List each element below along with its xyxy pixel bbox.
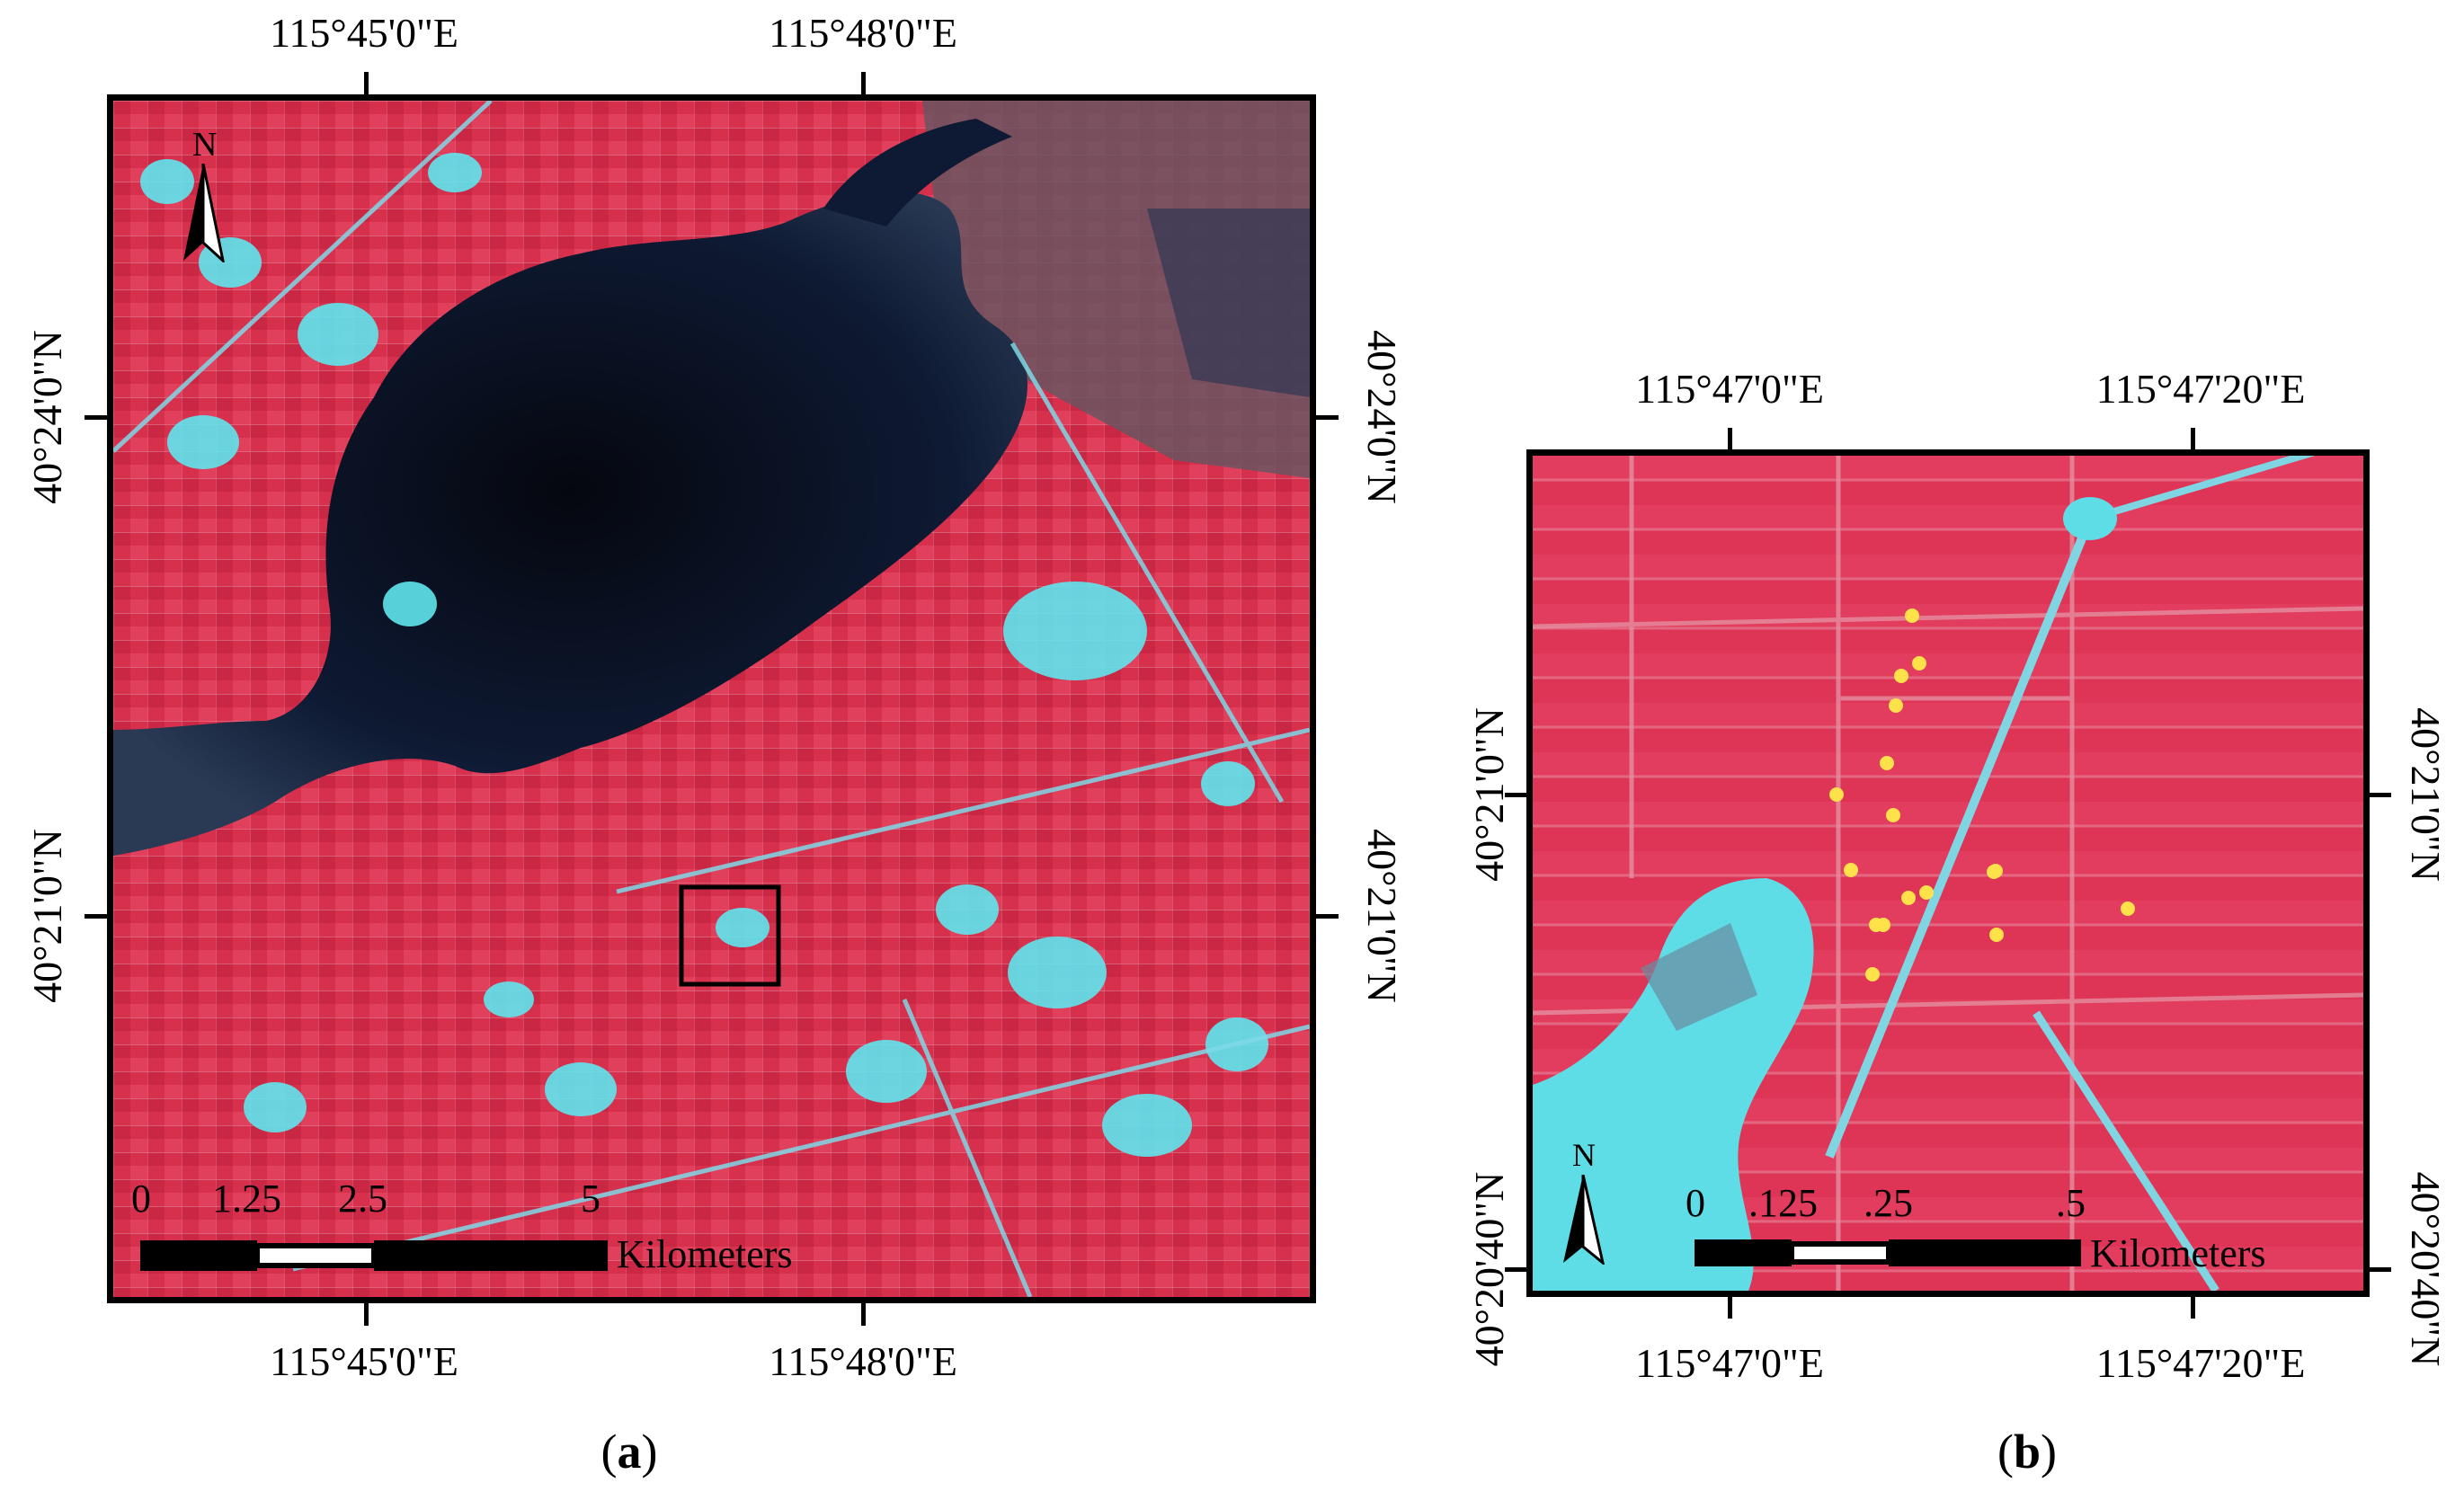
caption-b: (b) [1997, 1425, 2058, 1479]
tick [1505, 1267, 1526, 1272]
lon-label: 115°47'20"E [2095, 366, 2306, 412]
north-label-a: N [192, 126, 218, 164]
sample-point [1844, 863, 1858, 877]
study-area-box [679, 884, 781, 987]
tick [861, 72, 866, 94]
sample-point [1886, 808, 1900, 822]
tick [1316, 415, 1339, 420]
lon-label: 115°47'20"E [2095, 1340, 2306, 1386]
north-arrow-icon [183, 164, 225, 262]
lon-label: 115°45'0"E [270, 1338, 458, 1384]
scale-tick-label: 0 [1686, 1181, 1705, 1225]
lon-label: 115°48'0"E [769, 1338, 957, 1384]
lat-label: 40°21'0"N [1359, 829, 1405, 1003]
sample-point [1889, 698, 1903, 713]
scale-tick-label: 5 [581, 1177, 600, 1221]
scale-bar [140, 1240, 608, 1271]
sample-point [1987, 865, 2001, 879]
satellite-image-a [113, 101, 1310, 1297]
scale-bar [1695, 1239, 2081, 1266]
lat-label: 40°21'0"N [24, 829, 70, 1003]
tick [2191, 428, 2195, 449]
lat-label: 40°21'0"N [2403, 707, 2449, 882]
sample-point [1894, 669, 1908, 683]
sample-point [1876, 918, 1890, 932]
lat-label: 40°21'0"N [1466, 707, 1512, 882]
tick [364, 1303, 369, 1326]
sample-point [1865, 967, 1880, 981]
tick [2191, 1297, 2195, 1319]
scale-tick-label: .25 [1864, 1181, 1913, 1225]
tick [85, 415, 107, 420]
tick [85, 914, 107, 919]
sample-point [1901, 891, 1916, 905]
scale-unit-label: Kilometers [2090, 1231, 2266, 1275]
sample-point [1919, 885, 1934, 900]
tick [1505, 793, 1526, 797]
north-arrow-icon [1563, 1175, 1605, 1265]
tick [1728, 428, 1732, 449]
sample-point [1880, 756, 1894, 770]
tick [2370, 793, 2391, 797]
sample-point [1905, 608, 1919, 623]
sample-point [2121, 901, 2135, 916]
scale-tick-label: 1.25 [212, 1177, 281, 1221]
sample-point [1912, 656, 1926, 671]
scale-tick-label: .125 [1748, 1181, 1818, 1225]
lat-label: 40°24'0"N [24, 330, 70, 504]
satellite-image-b [1533, 456, 2363, 1291]
lon-label: 115°47'0"E [1635, 1340, 1824, 1386]
caption-a: (a) [600, 1425, 658, 1479]
tick [1728, 1297, 1732, 1319]
scale-tick-label: 2.5 [338, 1177, 387, 1221]
lon-label: 115°47'0"E [1635, 366, 1824, 412]
lat-label: 40°20'40"N [1466, 1171, 1512, 1367]
sample-point [1989, 928, 2004, 942]
tick [1316, 914, 1339, 919]
tick [364, 72, 369, 94]
scale-tick-label: 0 [131, 1177, 151, 1221]
scale-tick-label: .5 [2056, 1181, 2086, 1225]
lat-label: 40°24'0"N [1359, 330, 1405, 504]
map-panel-b: N 0 .125 .25 .5 Kilometers [1526, 449, 2370, 1297]
north-label-b: N [1572, 1137, 1596, 1173]
scale-unit-label: Kilometers [617, 1232, 793, 1276]
sample-point [1829, 787, 1844, 802]
map-panel-a: N 0 1.25 2.5 5 Kilometers [107, 94, 1316, 1303]
sample-points [1829, 608, 2135, 981]
lon-label: 115°45'0"E [270, 10, 458, 56]
tick [861, 1303, 866, 1326]
tick [2370, 1267, 2391, 1272]
lat-label: 40°20'40"N [2403, 1171, 2449, 1367]
lon-label: 115°48'0"E [769, 10, 957, 56]
